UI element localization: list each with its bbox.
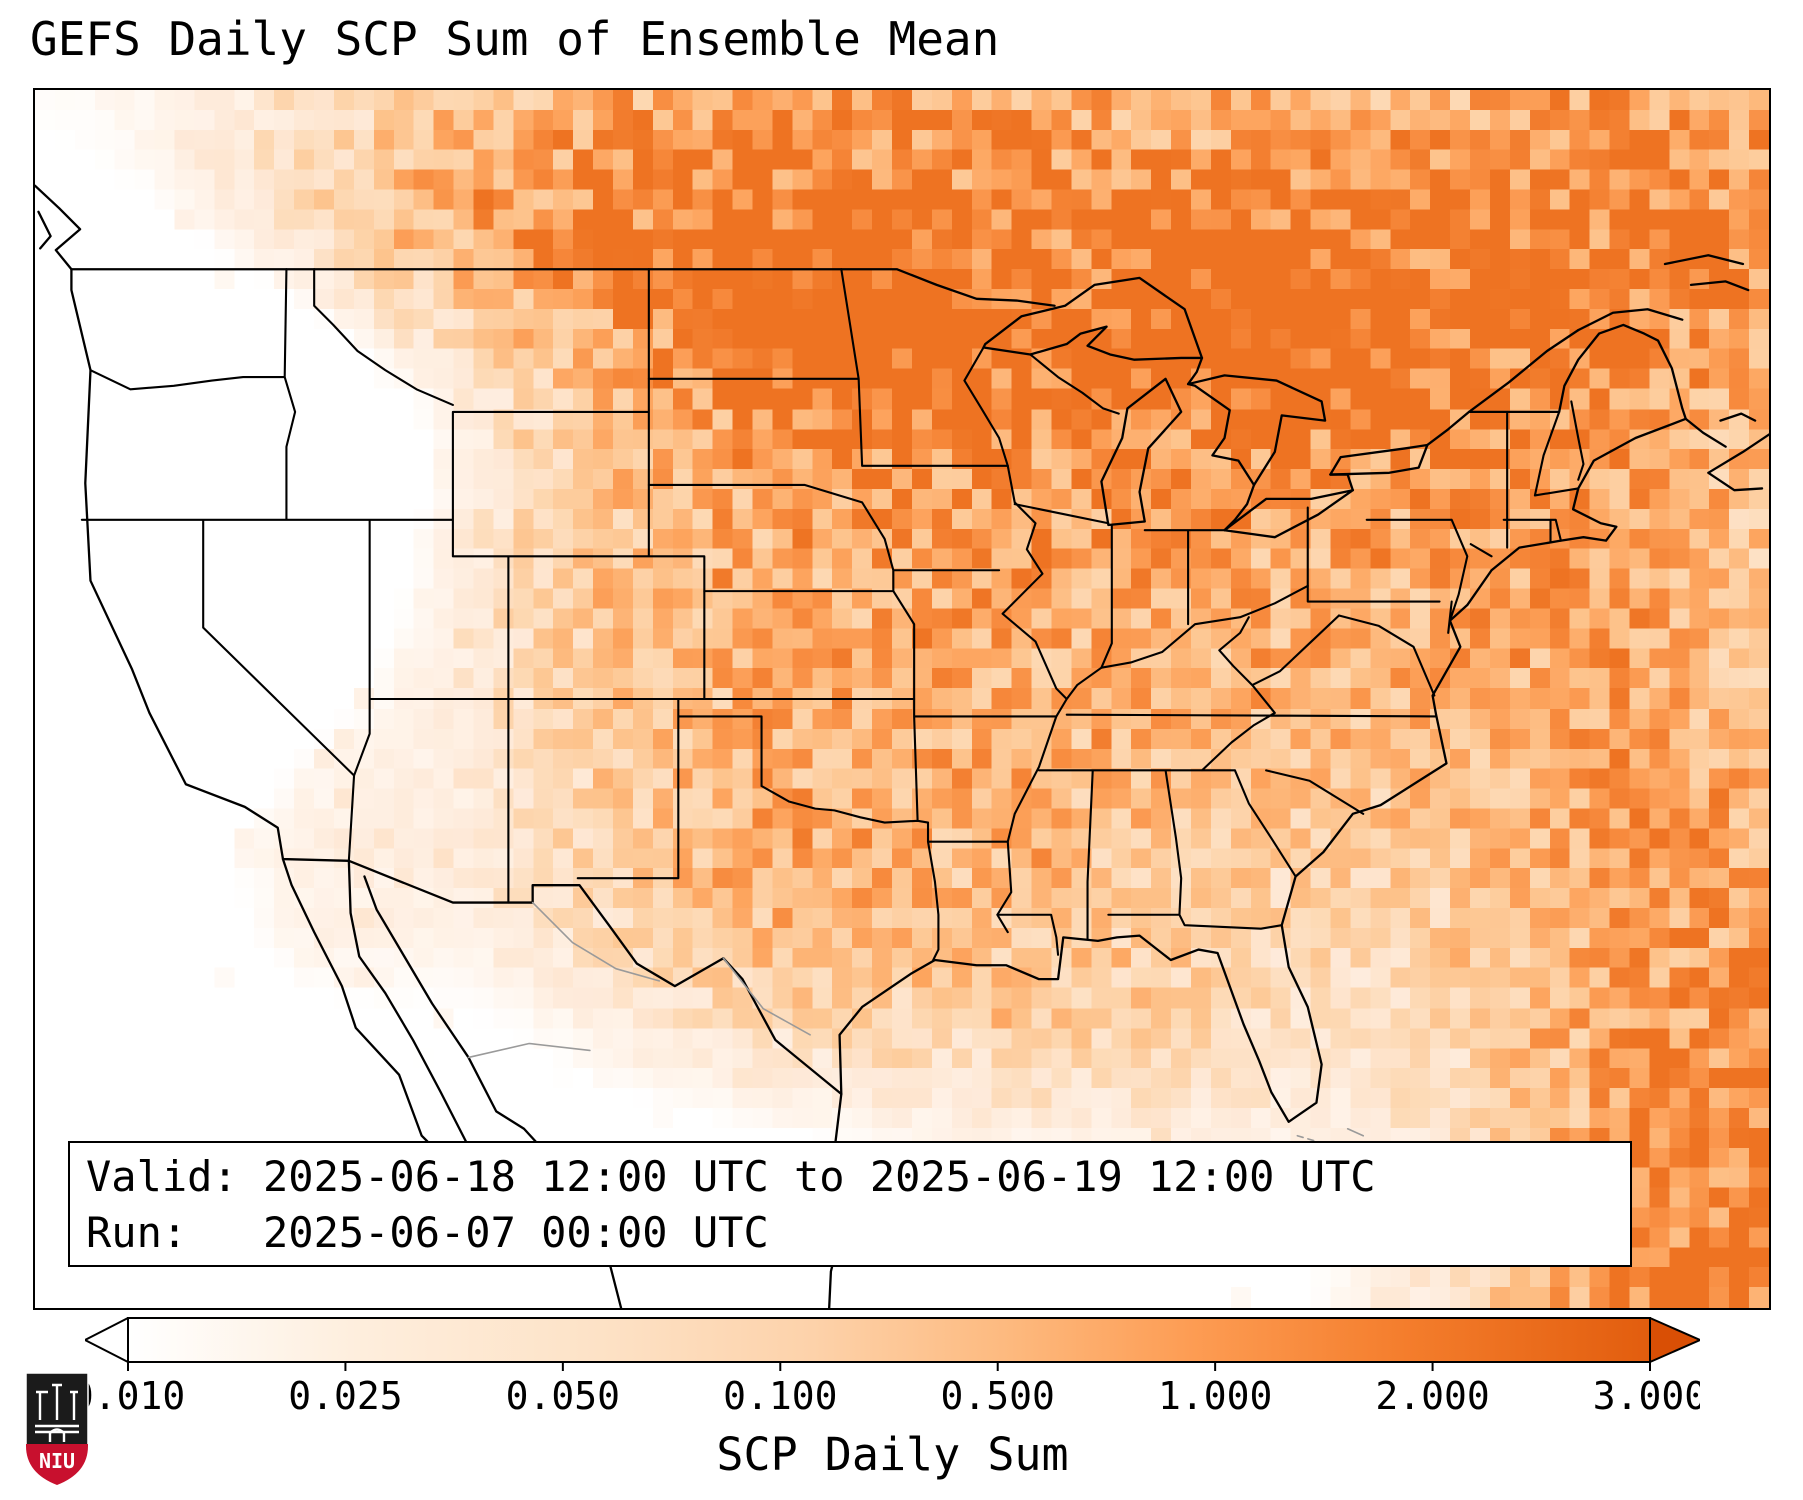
lake-huron [1188,375,1325,485]
great-lakes [983,278,1427,537]
conus-coast-outline [71,269,1685,1122]
colorbar-tick-label: 2.000 [1375,1374,1489,1417]
niu-logo: NIU [25,1372,89,1486]
colorbar-tick-label: 0.010 [85,1374,185,1417]
canada-border [71,269,1054,306]
mexico-interior-gray [469,903,811,1058]
colorbar-tick-label: 3.000 [1593,1374,1700,1417]
lake-connectors [1188,358,1353,530]
colorbar-tick-label: 0.025 [288,1374,402,1417]
niu-logo-text: NIU [39,1449,75,1473]
valid-time-text: Valid: 2025-06-18 12:00 UTC to 2025-06-1… [86,1152,1376,1201]
niu-banner [26,1444,88,1485]
colorbar-over-arrow [1649,1317,1700,1364]
lake-superior [983,278,1201,360]
state-boundaries [82,269,1584,960]
map-overlay [35,90,1769,1308]
state-lines-east [1030,354,1583,939]
colorbar-tick-label: 1.000 [1158,1374,1272,1417]
lake-michigan [1101,379,1181,525]
coastlines [35,186,1769,1308]
colorbar-ticks: 0.010 0.025 0.050 0.100 0.500 1.000 2.000 3.000 [85,1362,1700,1417]
colorbar-under-arrow [85,1317,129,1364]
map-frame: Valid: 2025-06-18 12:00 UTC to 2025-06-1… [33,88,1771,1310]
run-time-text: Run: 2025-06-07 00:00 UTC [86,1207,769,1257]
colorbar-tick-label: 0.050 [506,1374,620,1417]
lake-ontario [1330,445,1427,475]
colorbar-tick-label: 0.100 [723,1374,837,1417]
state-lines-central [578,269,1109,960]
colorbar-gradient-bar [127,1317,1651,1363]
state-lines-west [82,269,914,902]
colorbar: 0.010 0.025 0.050 0.100 0.500 1.000 2.000 3.000 [85,1317,1700,1417]
colorbar-tick-label: 0.500 [941,1374,1055,1417]
plot-title: GEFS Daily SCP Sum of Ensemble Mean [30,12,1000,66]
st-lawrence-river [1427,330,1578,445]
bc-coast [35,186,80,270]
colorbar-axis-label: SCP Daily Sum [716,1428,1069,1481]
canada-east-coast [1578,255,1769,490]
niu-castle-icon [35,1383,79,1442]
lake-erie [1225,490,1353,537]
validity-info-box: Valid: 2025-06-18 12:00 UTC to 2025-06-1… [68,1141,1632,1267]
river-boundaries [964,348,1307,933]
